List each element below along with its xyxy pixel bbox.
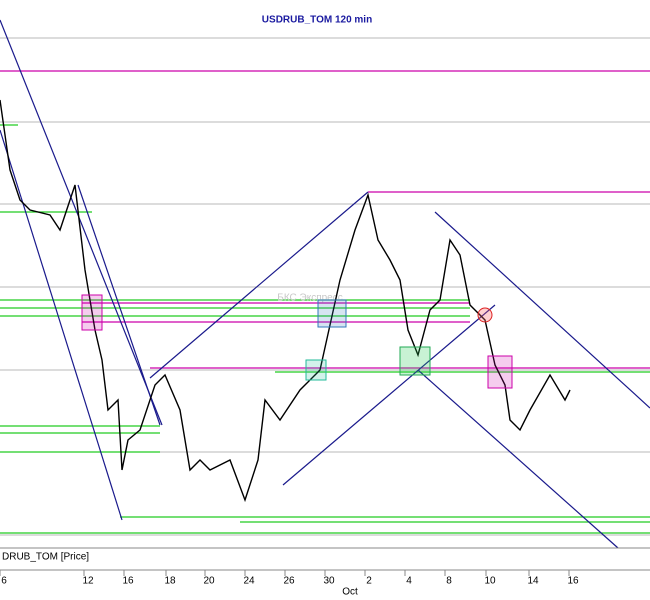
x-tick-label: 18: [164, 576, 176, 587]
x-tick-label: 4: [406, 576, 412, 587]
x-tick-label: 8: [446, 576, 452, 587]
month-label: Oct: [342, 587, 358, 598]
price-path: [0, 99, 571, 503]
x-tick-label: 30: [323, 576, 335, 587]
grid: [0, 37, 650, 536]
x-tick-label: 6: [1, 576, 7, 587]
x-tick-label: 16: [567, 576, 579, 587]
x-tick-label: 2: [366, 576, 372, 587]
x-tick-label: 20: [203, 576, 215, 587]
horizontal-levels: [0, 70, 650, 534]
x-axis: 6 12 16 18 20 24 26 30 2 4 8 10 14 16: [0, 570, 579, 587]
x-tick-label: 24: [243, 576, 255, 587]
zones: [81, 294, 513, 389]
x-tick-label: 10: [484, 576, 496, 587]
panel-label: DRUB_TOM [Price]: [2, 552, 89, 563]
x-tick-label: 26: [283, 576, 295, 587]
x-tick-label: 16: [122, 576, 134, 587]
trend-lines: [0, 19, 650, 549]
x-tick-label: 14: [527, 576, 539, 587]
x-tick-label: 12: [82, 576, 94, 587]
chart-title: USDRUB_TOM 120 min: [262, 15, 372, 26]
watermark: БКС Экспресс: [277, 293, 343, 304]
